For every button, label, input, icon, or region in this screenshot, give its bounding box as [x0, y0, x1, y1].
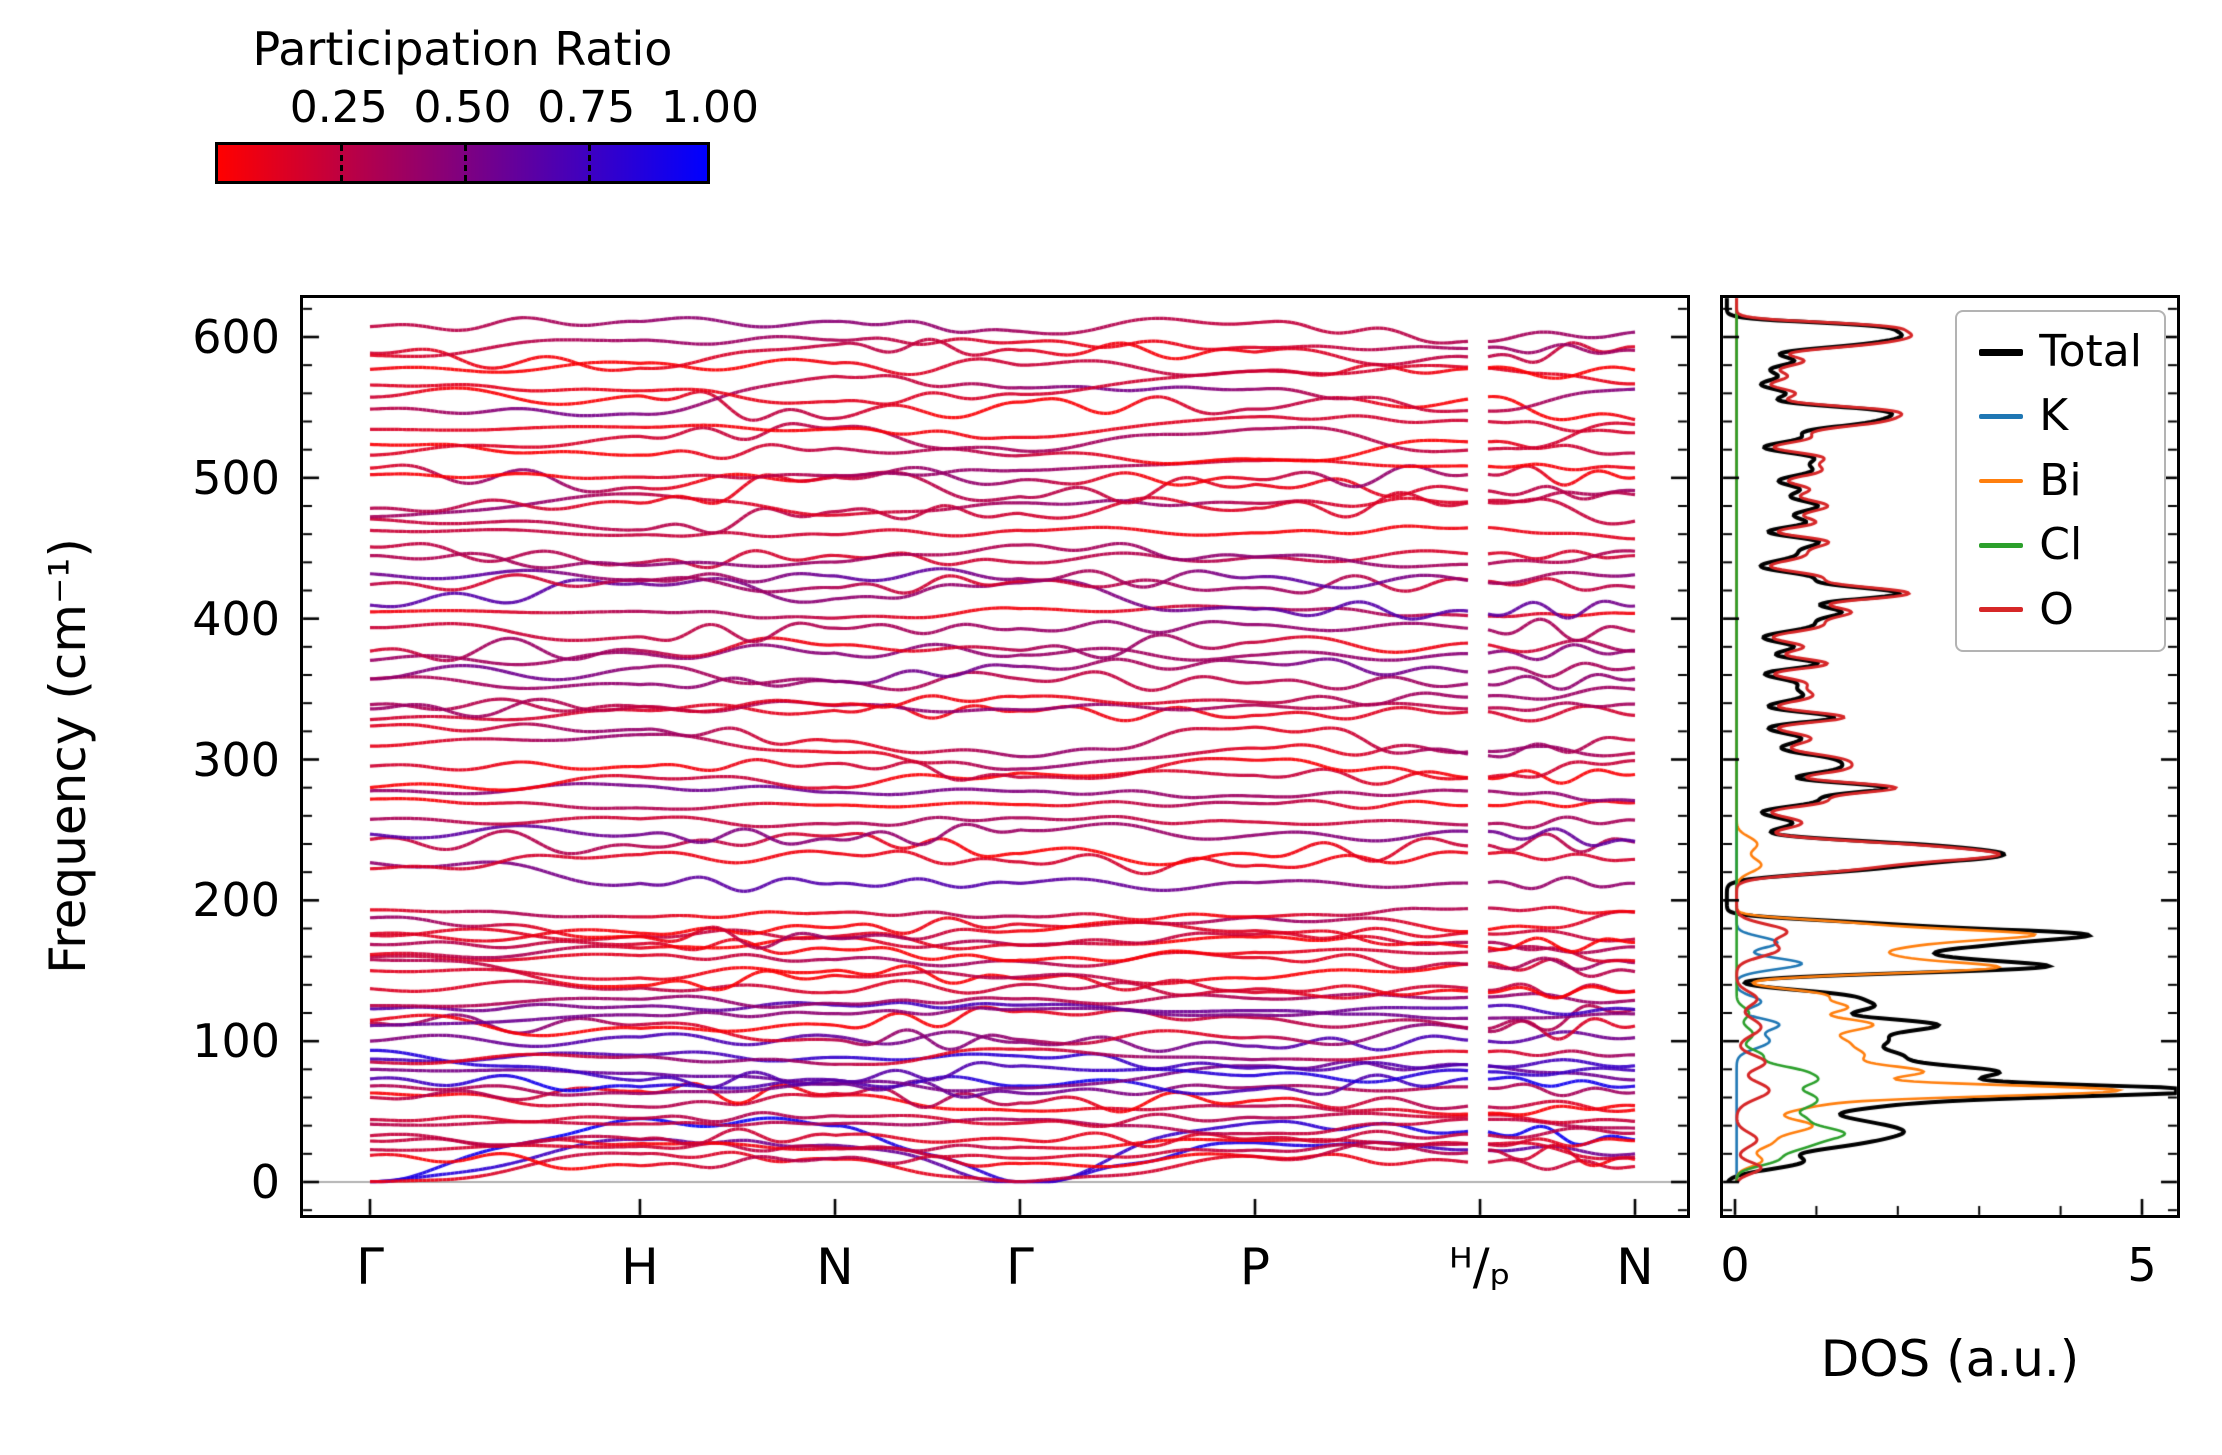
y-tick-label: 400 [192, 591, 280, 646]
dos-legend: Total K Bi Cl O [1955, 310, 2166, 652]
kpoint-tick-label: ᴴ/ₚ [1449, 1238, 1512, 1296]
dos-x-axis-label: DOS (a.u.) [1820, 1330, 2080, 1388]
colorbar-tick-mark [587, 145, 591, 181]
legend-label-bi: Bi [2039, 454, 2082, 506]
band-panel-frame [300, 295, 1690, 1218]
kpoint-tick-label: P [1239, 1238, 1271, 1296]
legend-swatch-cl [1979, 543, 2024, 548]
kpoint-tick-label: N [816, 1238, 854, 1296]
legend-swatch-o [1979, 607, 2024, 613]
legend-item-o: O [1979, 583, 2142, 635]
colorbar-tick-label: 1.00 [661, 82, 759, 133]
kpoint-tick-label: Γ [1006, 1238, 1034, 1296]
kpoint-tick-label: Γ [356, 1238, 384, 1296]
dos-tick-label: 5 [2127, 1238, 2157, 1292]
colorbar-tick-label: 0.75 [537, 82, 636, 133]
kpoint-tick-label: H [621, 1238, 659, 1296]
legend-swatch-k [1979, 414, 2024, 419]
y-tick-label: 600 [192, 310, 280, 364]
legend-item-total: Total [1979, 326, 2142, 377]
kpoint-tick-label: N [1616, 1238, 1654, 1296]
y-axis-label: Frequency (cm⁻¹) [39, 538, 97, 974]
colorbar-title: Participation Ratio [252, 22, 673, 76]
legend-item-cl: Cl [1979, 519, 2142, 571]
dos-tick-label: 0 [1720, 1238, 1750, 1292]
y-tick-label: 0 [250, 1155, 280, 1209]
legend-label-cl: Cl [2039, 519, 2083, 571]
y-tick-label: 500 [192, 450, 280, 505]
legend-item-bi: Bi [1979, 454, 2142, 506]
colorbar-tick-mark [340, 145, 344, 181]
legend-label-total: Total [2039, 326, 2142, 377]
legend-swatch-bi [1979, 478, 2024, 484]
legend-label-o: O [2039, 583, 2074, 635]
colorbar-tick-label: 0.25 [289, 82, 388, 133]
legend-label-k: K [2039, 390, 2069, 442]
colorbar [215, 142, 710, 184]
colorbar-gradient [218, 145, 707, 181]
colorbar-tick-label: 0.50 [413, 82, 512, 133]
legend-swatch-total [1979, 348, 2024, 356]
legend-item-k: K [1979, 390, 2142, 442]
y-tick-label: 300 [192, 732, 280, 787]
y-tick-label: 100 [192, 1014, 280, 1069]
colorbar-tick-mark [464, 145, 467, 181]
dos-panel-frame [1720, 295, 2180, 1218]
y-tick-label: 200 [192, 873, 280, 928]
